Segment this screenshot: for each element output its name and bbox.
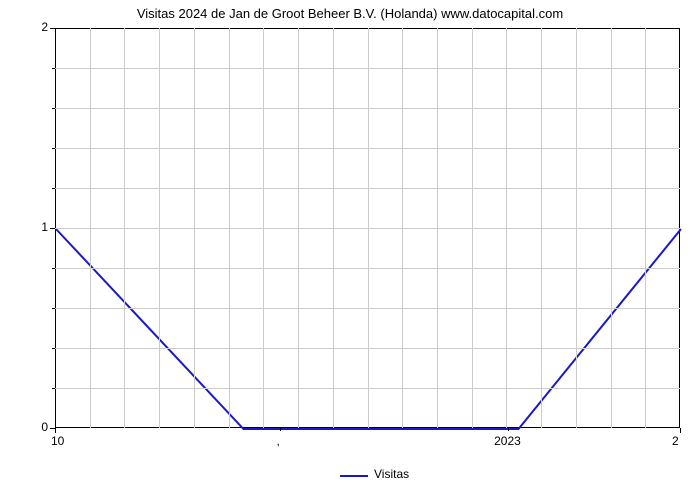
grid-line-horizontal-minor: [55, 148, 680, 149]
y-tick-minor: [52, 268, 55, 269]
y-tick-minor: [52, 68, 55, 69]
y-tick-minor: [52, 388, 55, 389]
grid-line-horizontal: [55, 228, 680, 229]
grid-line-horizontal-minor: [55, 268, 680, 269]
x-axis-label: 2: [672, 434, 679, 448]
grid-line-horizontal-minor: [55, 68, 680, 69]
grid-line-horizontal-minor: [55, 388, 680, 389]
x-tick: [680, 428, 681, 433]
y-tick-minor: [52, 188, 55, 189]
chart-title: Visitas 2024 de Jan de Groot Beheer B.V.…: [137, 6, 563, 21]
x-axis-label-minor: 2023: [494, 434, 521, 448]
y-tick: [50, 228, 55, 229]
legend-label: Visitas: [374, 467, 409, 481]
y-tick-minor: [52, 308, 55, 309]
series-line: [56, 229, 681, 429]
legend-marker: [340, 475, 368, 477]
x-tick-minor: [508, 428, 509, 431]
y-tick-minor: [52, 348, 55, 349]
grid-line-horizontal-minor: [55, 308, 680, 309]
y-tick-minor: [52, 108, 55, 109]
x-tick-minor: [280, 428, 281, 431]
x-tick: [55, 428, 56, 433]
y-tick: [50, 28, 55, 29]
x-axis-label-minor: ,: [277, 434, 280, 448]
y-axis-label: 1: [30, 220, 48, 234]
y-tick-minor: [52, 148, 55, 149]
y-axis-label: 0: [30, 420, 48, 434]
grid-line-horizontal-minor: [55, 188, 680, 189]
chart-container: Visitas 2024 de Jan de Groot Beheer B.V.…: [0, 0, 700, 500]
x-axis-label: 10: [51, 434, 64, 448]
line-series: [56, 29, 681, 429]
y-axis-label: 2: [30, 20, 48, 34]
grid-line-horizontal-minor: [55, 348, 680, 349]
grid-line-horizontal-minor: [55, 108, 680, 109]
